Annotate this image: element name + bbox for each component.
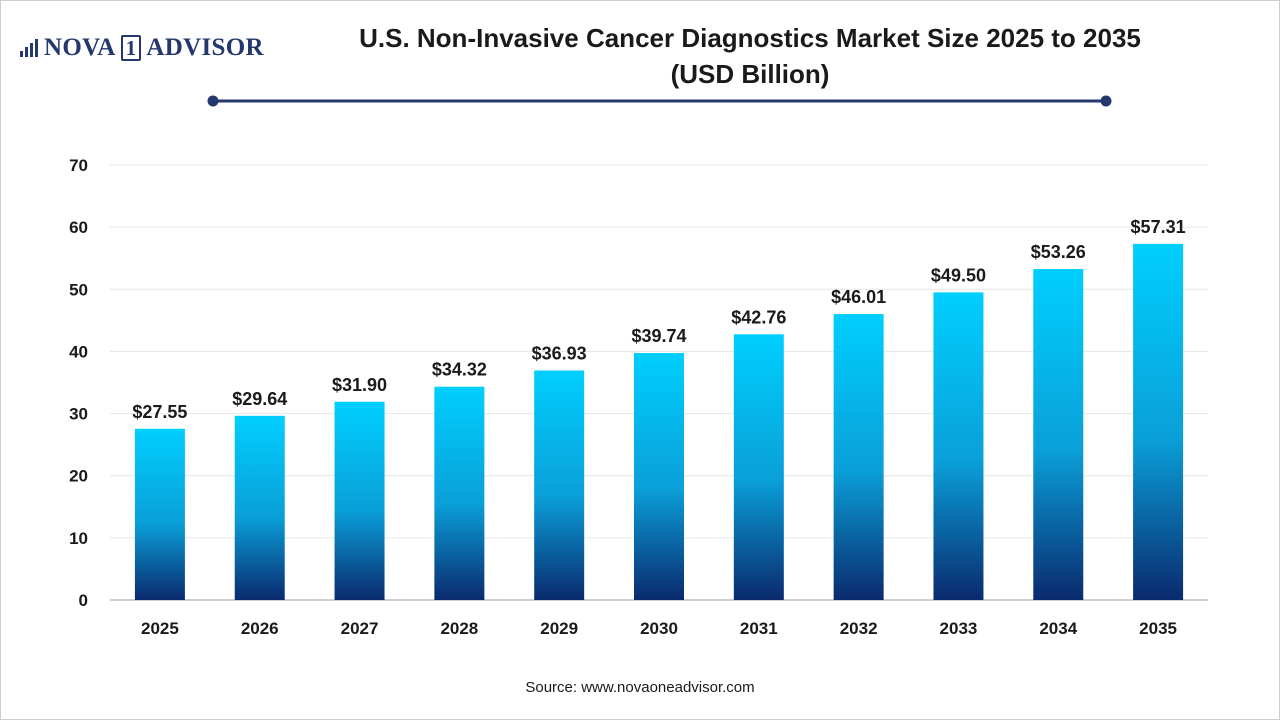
y-tick-label: 20 — [69, 467, 88, 486]
x-tick-label: 2035 — [1139, 619, 1177, 638]
bar — [234, 415, 285, 600]
bar — [733, 334, 784, 600]
source-note: Source: www.novaoneadvisor.com — [525, 679, 755, 696]
data-label: $42.76 — [731, 307, 786, 327]
y-tick-label: 0 — [79, 591, 88, 610]
x-tick-label: 2031 — [740, 619, 778, 638]
y-tick-label: 70 — [69, 156, 88, 175]
bar — [134, 428, 185, 600]
logo-digit: 1 — [120, 35, 142, 61]
x-tick-label: 2026 — [241, 619, 279, 638]
y-axis-ticks: 0 10 20 30 40 50 60 70 — [69, 156, 88, 610]
logo-text-part1: NOVA — [44, 34, 116, 61]
bar — [833, 314, 884, 600]
x-tick-label: 2025 — [141, 619, 179, 638]
data-label: $31.90 — [332, 375, 387, 395]
data-label: $34.32 — [432, 360, 487, 380]
bar — [634, 353, 684, 600]
x-tick-label: 2027 — [341, 619, 379, 638]
bar — [534, 370, 585, 600]
x-tick-label: 2033 — [940, 619, 978, 638]
logo-bars-icon — [20, 39, 38, 57]
y-tick-label: 60 — [69, 218, 88, 237]
x-axis-ticks: 2025 2026 2027 2028 2029 2030 2031 2032 2033 2034… — [141, 619, 1177, 638]
y-tick-label: 50 — [69, 280, 88, 299]
data-label: $39.74 — [631, 326, 686, 346]
chart-title-block: U.S. Non-Invasive Cancer Diagnostics Mar… — [300, 20, 1200, 92]
data-label: $46.01 — [831, 287, 886, 307]
data-label: $36.93 — [532, 344, 587, 364]
x-tick-label: 2028 — [440, 619, 478, 638]
y-tick-label: 30 — [69, 405, 88, 424]
x-tick-label: 2034 — [1039, 619, 1077, 638]
brand-logo: NOVA 1 ADVISOR — [20, 34, 264, 62]
x-tick-label: 2029 — [540, 619, 578, 638]
chart-subtitle: (USD Billion) — [670, 59, 830, 89]
x-tick-label: 2030 — [640, 619, 678, 638]
bar — [1133, 243, 1184, 600]
bar — [334, 401, 385, 600]
chart-title: U.S. Non-Invasive Cancer Diagnostics Mar… — [359, 23, 1141, 53]
data-label: $27.55 — [132, 402, 187, 422]
bars — [134, 243, 1184, 600]
y-tick-label: 10 — [69, 529, 88, 548]
data-label: $53.26 — [1031, 242, 1086, 262]
data-label: $57.31 — [1131, 217, 1186, 237]
bar — [1033, 269, 1084, 600]
value-labels: $27.55 $29.64 $31.90 $34.32 $36.93 $39.74 $42.… — [132, 217, 1185, 422]
data-label: $49.50 — [931, 265, 986, 285]
bar — [434, 386, 485, 600]
logo-text-part2: ADVISOR — [146, 34, 264, 61]
x-tick-label: 2032 — [840, 619, 878, 638]
title-underline — [207, 95, 1112, 107]
bar — [933, 292, 984, 600]
y-tick-label: 40 — [69, 342, 88, 361]
data-label: $29.64 — [232, 389, 287, 409]
